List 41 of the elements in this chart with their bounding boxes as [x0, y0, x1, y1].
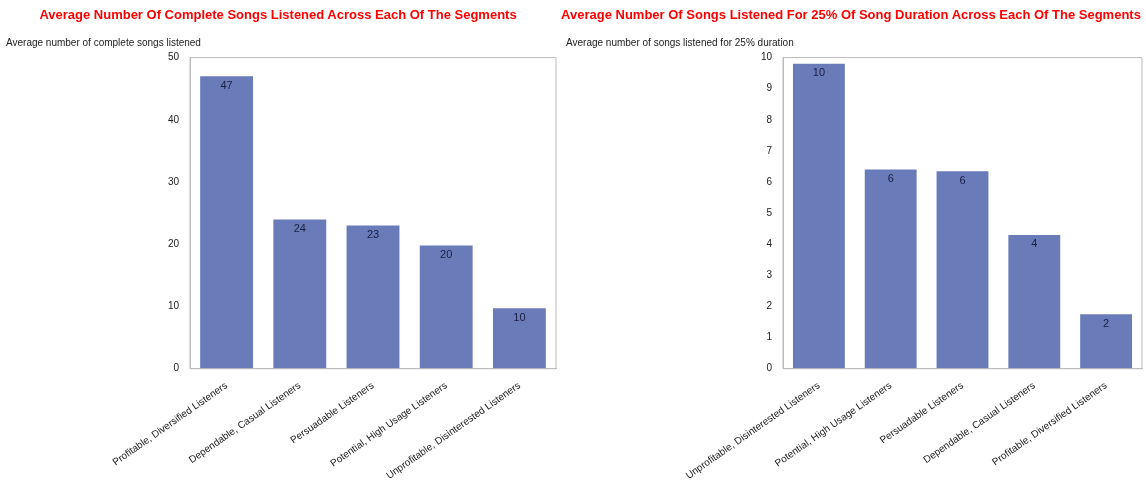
y-tick-label: 4	[766, 238, 773, 250]
y-tick-label: 8	[766, 113, 773, 125]
bar	[200, 76, 254, 369]
chart-title: Average Number Of Complete Songs Listened Across Each Of The Segments	[39, 7, 517, 23]
y-tick-label: 1	[766, 331, 773, 343]
y-tick-label: 6	[766, 175, 773, 187]
y-axis-title: Average number of songs listened for 25% duration	[566, 37, 794, 49]
data-label: 20	[440, 248, 453, 261]
y-tick-label: 10	[167, 300, 180, 312]
y-tick-label: 20	[167, 238, 180, 250]
data-label: 10	[513, 310, 526, 323]
y-tick-label: 10	[760, 51, 773, 63]
data-label: 47	[220, 78, 233, 91]
data-label: 4	[1031, 237, 1038, 250]
y-tick-label: 0	[173, 362, 180, 374]
y-tick-label: 40	[167, 113, 180, 125]
y-tick-label: 50	[167, 51, 180, 63]
data-label: 10	[812, 66, 826, 79]
y-tick-label: 3	[766, 269, 773, 281]
bar	[936, 171, 989, 369]
bar	[1080, 314, 1133, 369]
bar	[1008, 234, 1061, 369]
data-label: 2	[1103, 316, 1110, 329]
bar	[273, 219, 327, 369]
y-tick-label: 7	[766, 144, 773, 156]
bar	[864, 169, 917, 369]
data-label: 24	[293, 221, 306, 234]
y-tick-label: 0	[766, 362, 773, 374]
y-tick-label: 30	[167, 175, 180, 187]
bar	[492, 308, 546, 369]
data-label: 6	[959, 173, 966, 186]
bar	[419, 245, 473, 369]
data-label: 23	[366, 228, 380, 241]
y-axis-title: Average number of complete songs listened	[6, 37, 201, 49]
data-label: 6	[887, 172, 894, 185]
y-tick-label: 9	[766, 82, 773, 94]
y-tick-label: 2	[766, 300, 773, 312]
bar	[792, 63, 845, 369]
y-tick-label: 5	[766, 206, 773, 218]
chart-title: Average Number Of Songs Listened For 25% Of Song Duration Across Each Of The Segments	[561, 7, 1141, 23]
bar	[346, 225, 400, 369]
